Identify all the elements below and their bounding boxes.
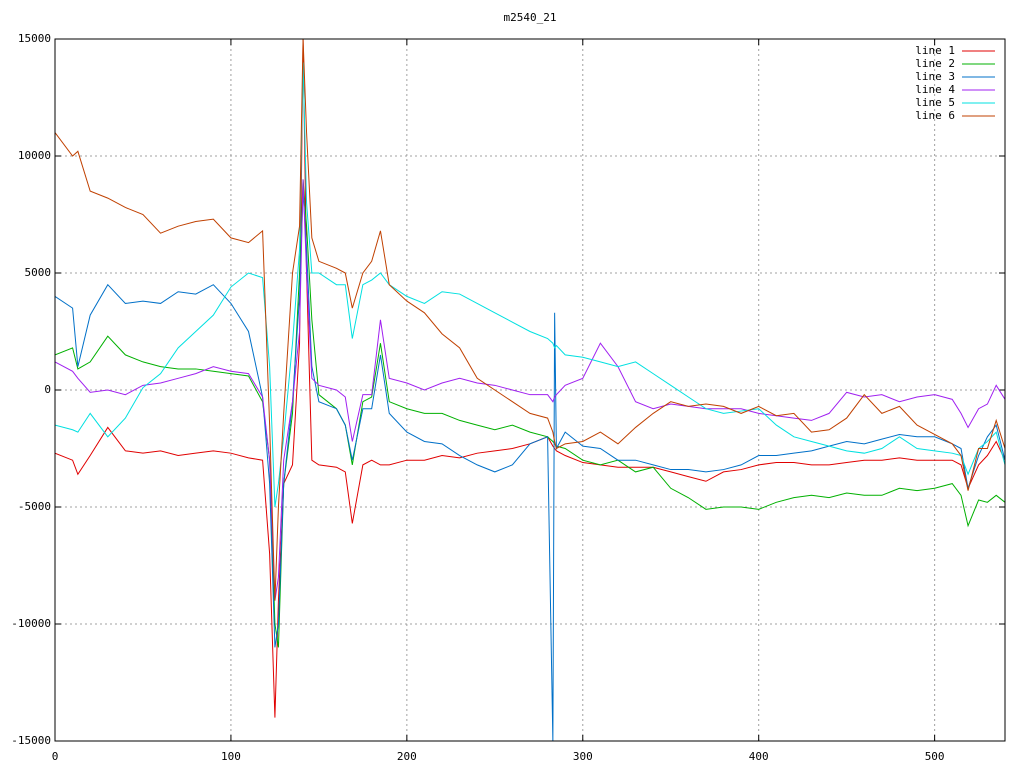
y-tick-label: 5000 — [25, 266, 52, 279]
x-tick-label: 100 — [221, 750, 241, 763]
data-line — [55, 191, 1005, 741]
y-tick-label: -10000 — [11, 617, 51, 630]
y-tick-label: -5000 — [18, 500, 51, 513]
data-line — [55, 179, 1005, 648]
data-line — [55, 39, 1005, 601]
legend-label: line 6 — [915, 109, 955, 122]
y-tick-label: -15000 — [11, 734, 51, 747]
x-tick-label: 500 — [925, 750, 945, 763]
y-tick-label: 10000 — [18, 149, 51, 162]
grid: -15000 -10000 -5000 0 5000 10000 15000 0 100 200 3… — [11, 32, 1005, 763]
x-tick-label: 200 — [397, 750, 417, 763]
y-tick-label: 15000 — [18, 32, 51, 45]
x-tick-label: 0 — [52, 750, 59, 763]
legend-label: line 2 — [915, 57, 955, 70]
chart-title: m2540_21 — [504, 11, 557, 24]
plot-area — [55, 39, 1005, 741]
plot-frame — [54, 38, 1006, 742]
data-line — [55, 39, 1005, 718]
x-tick-label: 400 — [749, 750, 769, 763]
data-line — [55, 62, 1005, 508]
legend-label: line 5 — [915, 96, 955, 109]
legend-label: line 4 — [915, 83, 955, 96]
y-tick-label: 0 — [44, 383, 51, 396]
legend-label: line 3 — [915, 70, 955, 83]
x-tick-label: 300 — [573, 750, 593, 763]
legend-label: line 1 — [915, 44, 955, 57]
